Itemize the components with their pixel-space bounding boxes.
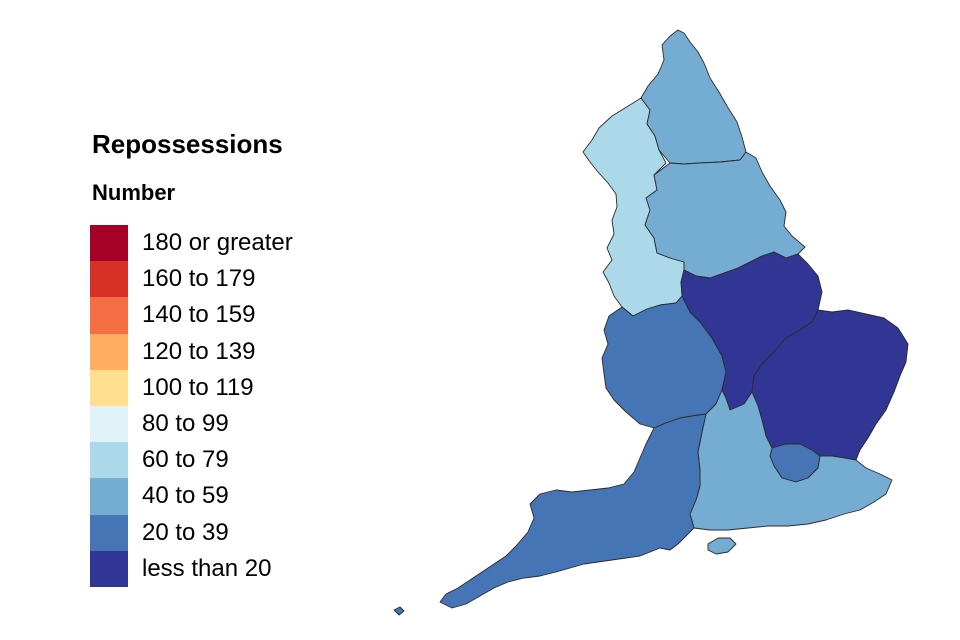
legend-label: 100 to 119 (142, 373, 254, 401)
legend-item: 140 to 159 (90, 297, 293, 334)
legend-label: 60 to 79 (142, 446, 229, 474)
legend-swatch (90, 442, 128, 479)
region-south-east-isle-of-wight (707, 537, 737, 555)
legend-item: 60 to 79 (90, 442, 293, 479)
legend-label: 140 to 159 (142, 301, 256, 329)
legend-item: 20 to 39 (90, 514, 293, 551)
region-south-west (439, 413, 707, 609)
legend-item: 40 to 59 (90, 478, 293, 515)
legend-label: 180 or greater (142, 229, 293, 257)
legend-swatch (90, 261, 128, 298)
legend-swatch (90, 225, 128, 262)
legend-item: less than 20 (90, 550, 293, 587)
legend-title: Repossessions (92, 129, 283, 159)
legend-subtitle: Number (92, 180, 176, 205)
legend-label: 20 to 39 (142, 518, 229, 546)
legend-item: 80 to 99 (90, 405, 293, 443)
legend-swatch (90, 369, 128, 406)
legend-label: 120 to 139 (142, 337, 256, 365)
legend-item: 120 to 139 (90, 333, 293, 370)
legend-label: less than 20 (142, 554, 272, 582)
legend-item: 180 or greater (90, 225, 293, 262)
legend-swatch (90, 514, 128, 551)
legend-label: 160 to 179 (142, 265, 256, 293)
isles-of-scilly (393, 606, 405, 616)
legend-label: 40 to 59 (142, 482, 229, 510)
legend-swatch (90, 405, 128, 443)
legend-swatch (90, 550, 128, 587)
legend-item: 160 to 179 (90, 261, 293, 298)
legend-label: 80 to 99 (142, 410, 229, 438)
legend-swatch (90, 478, 128, 515)
legend: 180 or greater 160 to 179 140 to 159 120… (90, 225, 293, 587)
legend-swatch (90, 297, 128, 334)
legend-swatch (90, 333, 128, 370)
legend-item: 100 to 119 (90, 369, 293, 406)
